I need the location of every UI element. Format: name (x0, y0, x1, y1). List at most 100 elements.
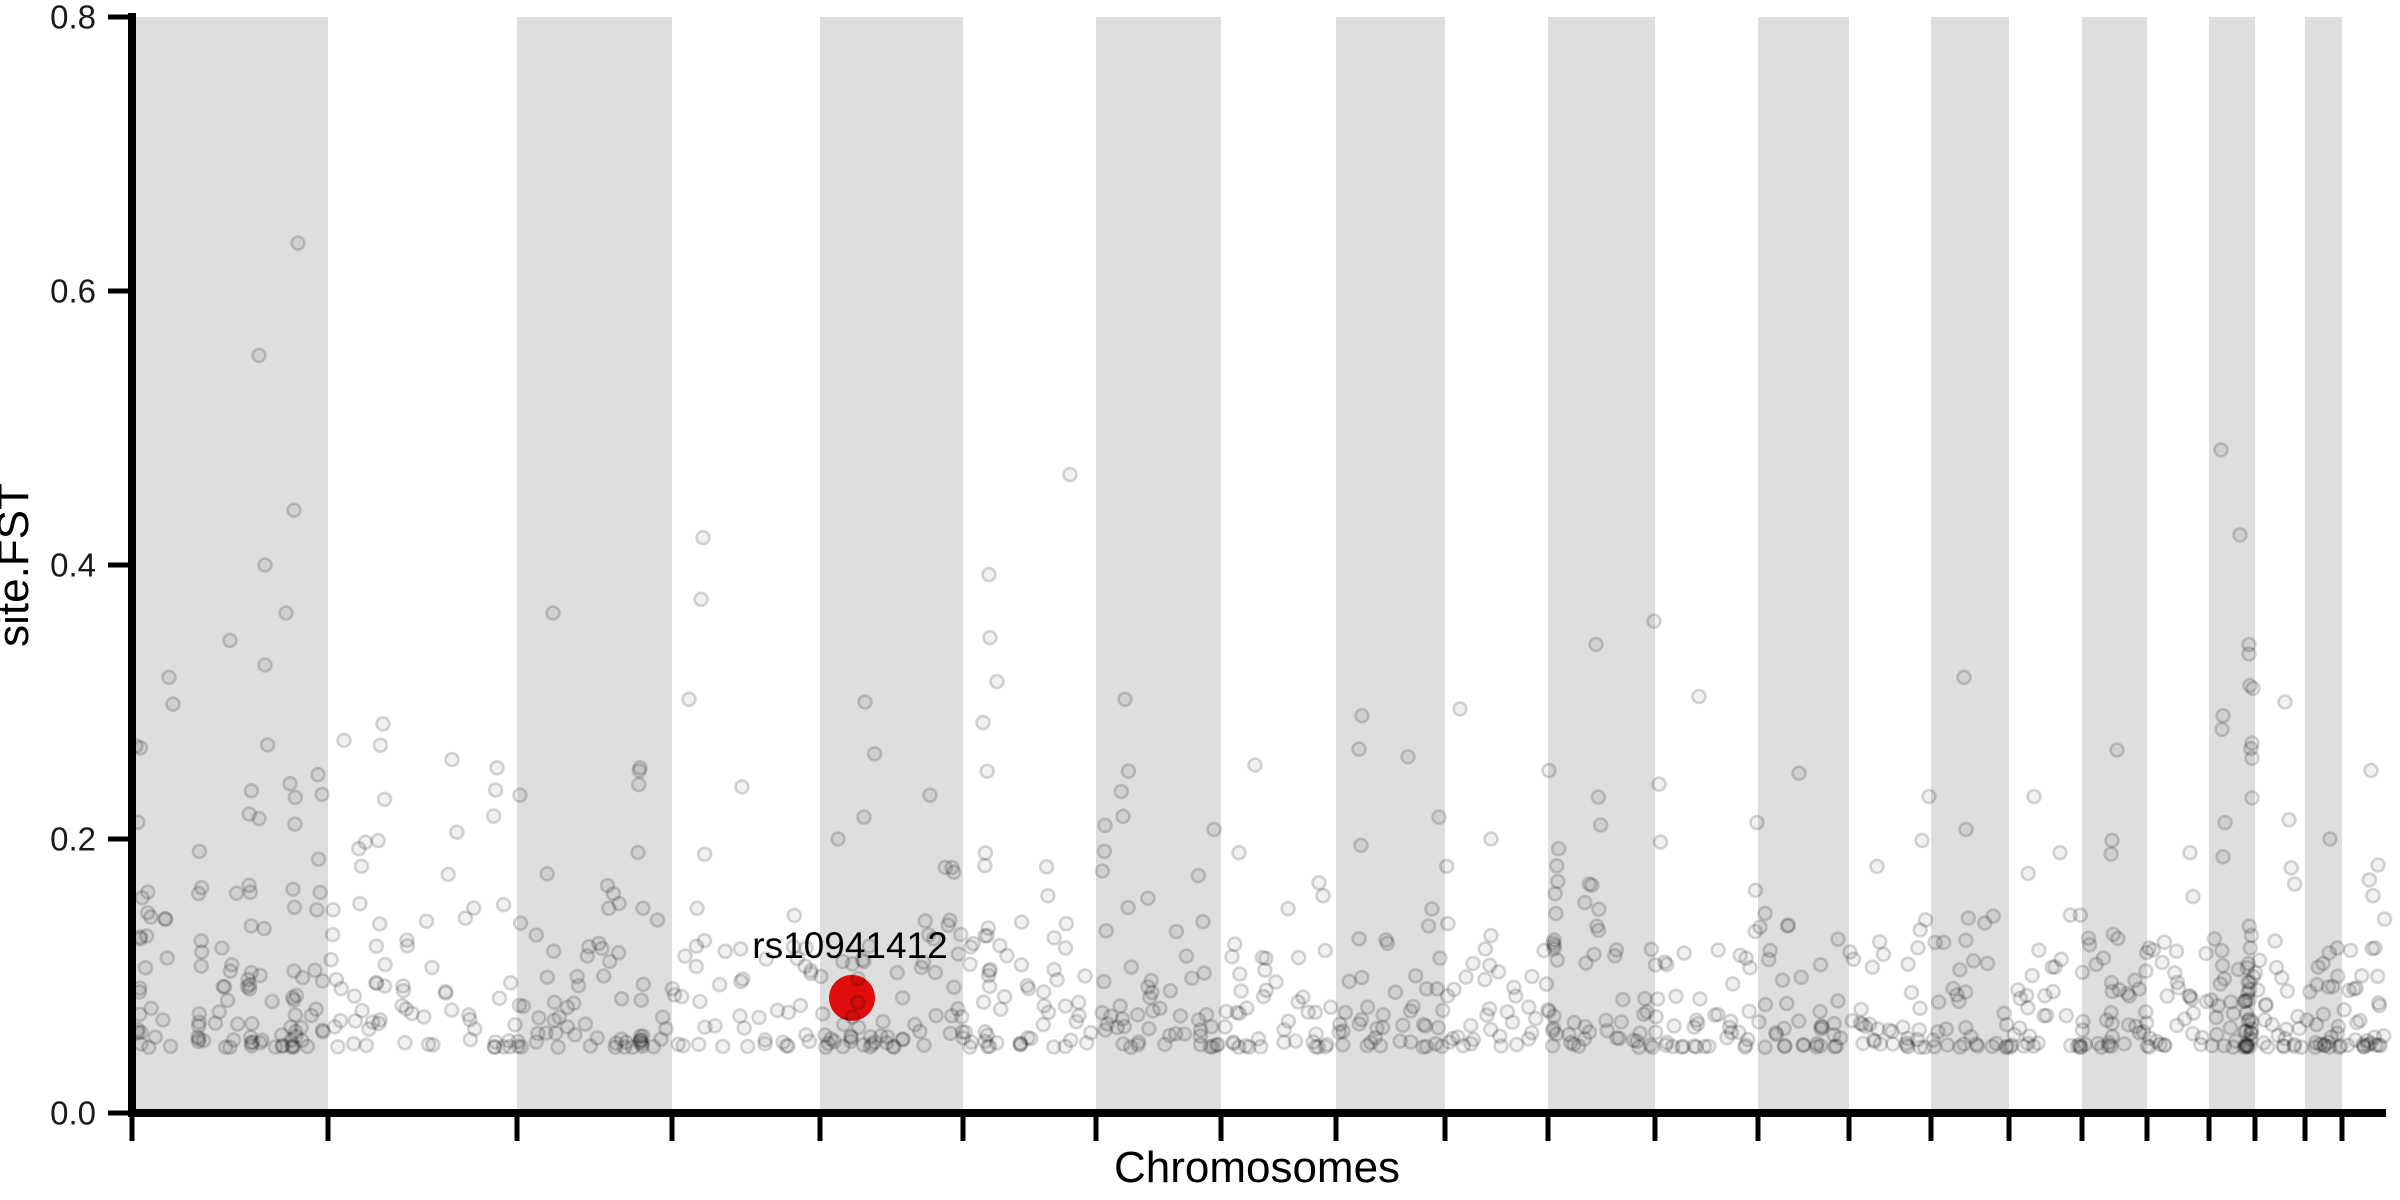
snp-point (1631, 1039, 1647, 1055)
snp-point (1826, 1039, 1843, 1055)
snp-point (314, 786, 330, 803)
snp-point (600, 900, 617, 917)
y-tick-0.0 (108, 1110, 128, 1116)
snp-point (137, 959, 154, 976)
snp-point (2138, 944, 2155, 961)
snp-point (2241, 918, 2258, 935)
snp-point (1830, 993, 1846, 1009)
snp-point (1403, 1034, 1419, 1050)
snp-point (241, 976, 258, 993)
snp-point (751, 1009, 767, 1026)
snp-point (2299, 1012, 2315, 1028)
snp-point (1317, 1038, 1334, 1055)
snp-point-notable (1791, 765, 1807, 782)
y-tick-label-0.4: 0.4 (50, 547, 96, 584)
snp-point (977, 845, 994, 861)
snp-point (844, 955, 861, 972)
snp-point (1096, 843, 1113, 860)
snp-point (1308, 1026, 1324, 1042)
snp-point (1864, 959, 1881, 976)
snp-point (1225, 1034, 1241, 1050)
snp-point (1035, 1016, 1052, 1033)
snp-point (2336, 1001, 2352, 1018)
snp-point (2362, 1035, 2379, 1051)
snp-point (2274, 969, 2290, 986)
snp-point (323, 951, 339, 968)
snp-point (1852, 1015, 1869, 1032)
snp-point (2242, 1031, 2259, 1047)
snp-point (979, 1027, 996, 1043)
snp-point (1375, 1006, 1391, 1023)
snp-point (1369, 1020, 1385, 1037)
snp-point (1103, 1008, 1119, 1024)
snp-point (1742, 959, 1758, 976)
snp-point-notable (1311, 874, 1327, 891)
x-tick-chr2 (325, 1117, 331, 1141)
snp-point (850, 994, 866, 1011)
snp-point (2364, 940, 2381, 957)
snp-point (191, 843, 208, 860)
snp-point (2239, 1038, 2256, 1054)
snp-point (1865, 1032, 1882, 1048)
snp-point (2105, 926, 2122, 943)
snp-point (670, 1036, 687, 1053)
snp-point (944, 859, 960, 876)
snp-point (977, 928, 993, 944)
snp-point (274, 1038, 291, 1055)
snp-point (195, 1032, 212, 1049)
snp-point (611, 895, 627, 912)
snp-point (1911, 1022, 1928, 1038)
snp-point (982, 961, 999, 978)
y-tick-0.2 (108, 836, 128, 842)
snp-point (1479, 1007, 1495, 1023)
snp-point (1644, 1039, 1661, 1055)
snp-point (980, 967, 997, 984)
snp-point (1723, 1024, 1740, 1041)
snp-point-notable (2244, 735, 2260, 751)
snp-point (193, 932, 209, 949)
snp-point (361, 1021, 377, 1037)
snp-point (1795, 1036, 1812, 1053)
snp-point (131, 980, 148, 996)
snp-point (437, 985, 454, 1001)
snp-point (273, 1027, 290, 1043)
snp-point (399, 932, 415, 949)
snp-point (2036, 1007, 2052, 1024)
snp-point (1424, 901, 1440, 917)
snp-point (1581, 1024, 1598, 1040)
snp-point (130, 1024, 146, 1041)
snp-point (1387, 984, 1404, 1001)
snp-point (1417, 1018, 1434, 1034)
snp-point (1643, 941, 1660, 958)
snp-point (2025, 1038, 2042, 1054)
snp-point (1898, 1035, 1915, 1051)
x-tick-chr10 (1442, 1117, 1448, 1141)
snp-point (376, 791, 393, 808)
snp-point (1115, 1036, 1131, 1052)
snp-point (1359, 1037, 1376, 1054)
snp-point (1927, 934, 1943, 951)
snp-point (368, 975, 385, 992)
snp-point (1120, 899, 1136, 916)
snp-point (2370, 995, 2387, 1011)
snp-point (2329, 1025, 2346, 1042)
snp-point (1900, 956, 1916, 973)
snp-point (630, 776, 647, 793)
snp-point (354, 1002, 370, 1019)
snp-point (1062, 1032, 1079, 1048)
snp-point (1998, 1016, 2015, 1033)
snp-point (1647, 1024, 1664, 1041)
snp-point (1779, 918, 1796, 934)
snp-point-notable (1956, 669, 1972, 686)
snp-point (965, 935, 982, 952)
snp-point (1438, 858, 1455, 875)
snp-point (193, 944, 210, 960)
snp-point (1317, 942, 1333, 959)
snp-point (1550, 840, 1567, 857)
snp-point-notable (2243, 740, 2259, 757)
snp-point (256, 920, 272, 937)
snp-point (954, 1024, 971, 1040)
snp-point (579, 948, 596, 964)
snp-point (1192, 1028, 1209, 1044)
snp-point-notable (251, 347, 267, 364)
